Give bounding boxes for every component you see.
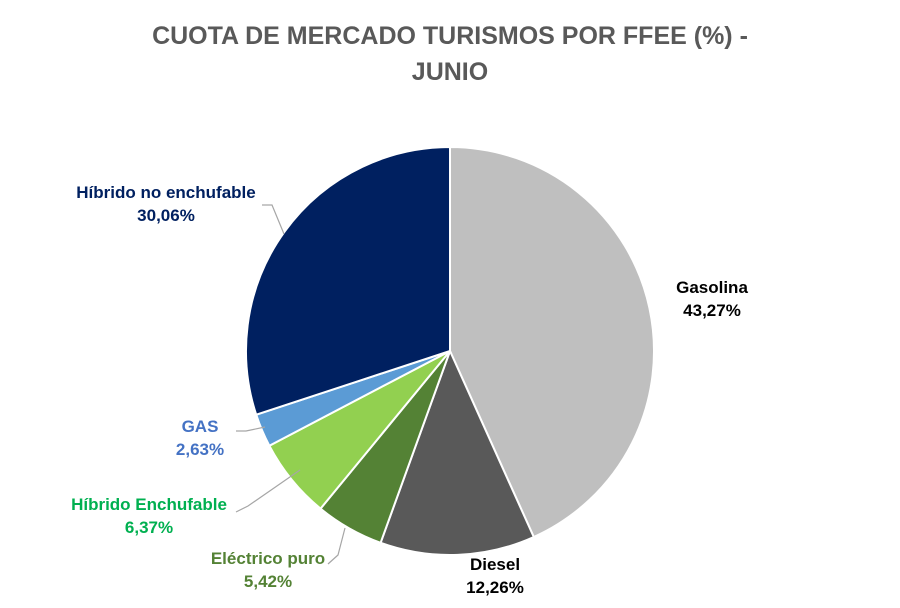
data-label-gasolina: Gasolina 43,27%: [662, 276, 762, 322]
slice-gasolina: [449, 145, 655, 539]
slice-hibrido-no-enchufable: [245, 145, 451, 416]
leader-line: [262, 204, 285, 235]
slice-diesel: [379, 348, 536, 556]
slice-label-name: Eléctrico puro: [210, 549, 326, 568]
chart-title-line-2: JUNIO: [411, 58, 489, 86]
slice-label-name: Diesel: [469, 555, 521, 574]
data-label-diesel: Diesel 12,26%: [445, 553, 545, 599]
slice-label-value: 6,37%: [124, 518, 174, 537]
slice-label-name: Gasolina: [676, 278, 748, 297]
slice-label-value: 5,42%: [243, 572, 293, 591]
leader-line: [327, 527, 346, 565]
data-label-gas: GAS 2,63%: [160, 415, 240, 461]
slice-label-value: 12,26%: [466, 578, 524, 597]
chart-title: CUOTA DE MERCADO TURISMOS POR FFEE (%) -…: [0, 18, 900, 90]
leader-line: [236, 426, 266, 432]
slice-label-name: Híbrido no enchufable: [76, 183, 256, 202]
data-label-hibrido-no-enchufable: Híbrido no enchufable 30,06%: [58, 181, 274, 227]
data-label-hibrido-enchufable: Híbrido Enchufable 6,37%: [56, 493, 242, 539]
slice-label-name: GAS: [181, 417, 219, 436]
chart-title-line-1: CUOTA DE MERCADO TURISMOS POR FFEE (%) -: [152, 22, 748, 50]
leader-line: [235, 469, 301, 513]
slice-label-name: Híbrido Enchufable: [71, 495, 227, 514]
slice-label-value: 30,06%: [137, 206, 195, 225]
slice-label-value: 43,27%: [683, 301, 741, 320]
slice-label-value: 2,63%: [175, 440, 225, 459]
data-label-electrico-puro: Eléctrico puro 5,42%: [198, 547, 338, 593]
